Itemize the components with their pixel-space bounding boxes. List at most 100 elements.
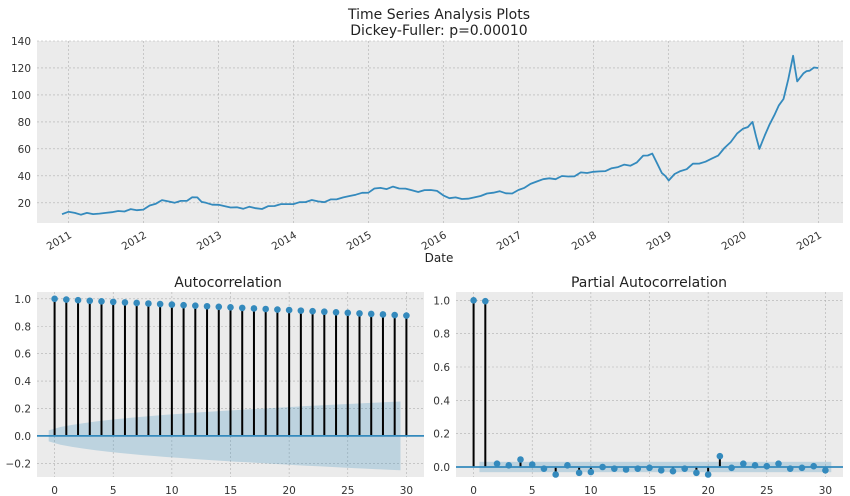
pacf-point <box>611 465 618 472</box>
timeseries-xlabel: Date <box>425 251 454 265</box>
acf-point <box>227 304 234 311</box>
acf-point <box>332 308 340 316</box>
pacf-ytick-label: 1.0 <box>433 295 450 307</box>
pacf-ytick-label: 0.2 <box>433 429 450 441</box>
pacf-point <box>470 297 477 304</box>
pacf-title: Partial Autocorrelation <box>571 275 727 291</box>
acf-xtick-label: 0 <box>51 485 58 496</box>
timeseries-xtick-label: 2018 <box>570 229 599 253</box>
pacf-point <box>716 452 724 460</box>
acf-point <box>297 307 305 314</box>
pacf-point <box>540 465 548 472</box>
timeseries-xtick-label: 2015 <box>345 229 374 253</box>
acf-point <box>156 300 164 308</box>
acf-point <box>180 301 187 309</box>
acf-point <box>145 300 152 307</box>
pacf-point <box>751 462 759 469</box>
timeseries-ytick-label: 100 <box>11 90 31 102</box>
pacf-point <box>669 467 677 475</box>
acf-point <box>391 311 398 319</box>
timeseries-xtick-label: 2017 <box>495 229 524 253</box>
acf-point <box>344 309 352 317</box>
timeseries-plot-area <box>37 41 843 223</box>
figure-title: Time Series Analysis Plots <box>347 7 530 23</box>
pacf-point <box>505 462 513 469</box>
timeseries-xtick-label: 2011 <box>45 229 74 253</box>
acf-point <box>403 312 410 319</box>
acf-point <box>379 311 387 318</box>
acf-point <box>98 298 105 305</box>
pacf-xtick-label: 20 <box>701 485 714 496</box>
acf-point <box>215 303 223 311</box>
pacf-xtick-label: 5 <box>529 485 536 496</box>
acf-point <box>367 310 375 318</box>
timeseries-ytick-label: 140 <box>11 36 31 48</box>
pacf-point <box>704 471 712 478</box>
acf-xtick-label: 5 <box>110 485 117 496</box>
pacf-point <box>552 471 559 478</box>
timeseries-xtick-label: 2019 <box>645 229 674 253</box>
acf-ytick-label: 0.0 <box>14 431 31 443</box>
acf-point <box>250 305 258 312</box>
acf-point <box>109 298 117 306</box>
pacf-point <box>657 467 665 474</box>
acf-point <box>203 302 211 310</box>
pacf-point <box>775 460 782 467</box>
pacf-xtick-label: 10 <box>584 485 597 496</box>
pacf-point <box>528 461 536 468</box>
pacf-point <box>599 463 606 471</box>
pacf-xtick-label: 30 <box>819 485 832 496</box>
figure-subtitle: Dickey-Fuller: p=0.00010 <box>350 23 527 39</box>
pacf-point <box>786 465 794 472</box>
pacf-point <box>482 297 489 305</box>
acf-point <box>63 296 70 303</box>
acf-ytick-label: −0.2 <box>6 458 32 470</box>
pacf-point <box>517 456 524 463</box>
acf-point <box>86 297 94 305</box>
acf-ytick-label: 0.8 <box>14 321 31 333</box>
acf-xtick-label: 30 <box>400 485 413 496</box>
pacf-point <box>681 465 688 472</box>
timeseries-xtick-label: 2012 <box>120 229 149 253</box>
pacf-point <box>763 462 771 470</box>
pacf-xtick-label: 25 <box>760 485 773 496</box>
pacf-point <box>740 460 747 467</box>
pacf-point <box>822 467 829 474</box>
pacf-point <box>798 464 806 472</box>
pacf-ytick-label: 0.4 <box>433 395 450 407</box>
acf-point <box>133 299 140 307</box>
acf-xtick-label: 10 <box>165 485 178 496</box>
timeseries-ytick-label: 80 <box>18 117 31 129</box>
timeseries-ytick-label: 20 <box>18 198 31 210</box>
pacf-ytick-label: 0.8 <box>433 329 450 341</box>
pacf-point <box>493 460 501 467</box>
pacf-xtick-label: 15 <box>643 485 656 496</box>
acf-point <box>168 301 176 308</box>
acf-panel: −0.2 0.0 0.2 0.4 0.6 0.8 1.0 0 5 10 15 20 25 30 <box>6 292 424 496</box>
timeseries-xtick-label: 2021 <box>795 229 824 253</box>
pacf-point <box>634 465 642 472</box>
acf-point <box>309 307 316 315</box>
timeseries-xtick-label: 2016 <box>420 229 449 253</box>
pacf-panel: 0.0 0.2 0.4 0.6 0.8 1.0 0 5 10 15 20 25 30 <box>433 292 843 496</box>
pacf-point <box>810 462 817 470</box>
acf-point <box>121 299 129 306</box>
timeseries-ytick-label: 60 <box>18 144 31 156</box>
acf-ytick-label: 0.2 <box>14 403 31 415</box>
acf-xtick-label: 15 <box>224 485 237 496</box>
acf-point <box>356 310 363 317</box>
acf-point <box>274 306 281 313</box>
timeseries-ytick-label: 120 <box>11 63 31 75</box>
acf-ytick-label: 0.4 <box>14 376 31 388</box>
acf-point <box>74 296 82 304</box>
acf-point <box>238 304 246 312</box>
pacf-xtick-label: 0 <box>470 485 477 496</box>
acf-title: Autocorrelation <box>174 275 282 291</box>
timeseries-panel: 20 40 60 80 100 120 140 2011 2012 2013 2014 2015 201… <box>11 36 843 253</box>
acf-point <box>285 306 293 314</box>
pacf-point <box>622 466 630 473</box>
acf-point <box>321 308 328 316</box>
timeseries-xtick-label: 2014 <box>270 229 299 253</box>
pacf-point <box>728 464 735 472</box>
